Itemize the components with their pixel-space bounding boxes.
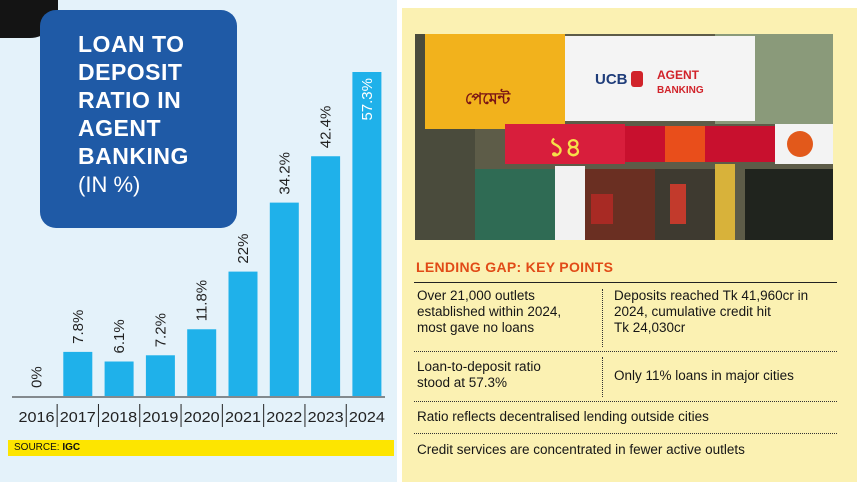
cell-line: Deposits reached Tk 41,960cr in bbox=[614, 288, 808, 304]
x-tick-2019: 2019 bbox=[142, 409, 178, 426]
cell-line: established within 2024, bbox=[417, 304, 561, 320]
data-label-2016: 0% bbox=[29, 366, 46, 388]
x-tick-2022: 2022 bbox=[266, 409, 302, 426]
bar-2020 bbox=[187, 329, 216, 396]
row2-divider bbox=[602, 357, 603, 397]
title-line: DEPOSIT bbox=[78, 58, 227, 86]
x-tick-2021: 2021 bbox=[225, 409, 261, 426]
bar-2018 bbox=[105, 362, 134, 396]
row4-cell: Credit services are concentrated in fewe… bbox=[417, 442, 745, 458]
data-label-2019: 7.2% bbox=[152, 313, 169, 347]
data-label-2017: 7.8% bbox=[70, 310, 87, 344]
agent-banking-photo: পেমেন্ট UCB AGENT BANKING ১৪ bbox=[415, 34, 833, 240]
row1-left-cell: Over 21,000 outlets established within 2… bbox=[417, 288, 561, 336]
cell-line: Over 21,000 outlets bbox=[417, 288, 561, 304]
data-label-2024: 57.3% bbox=[359, 78, 376, 121]
cell-line: most gave no loans bbox=[417, 320, 561, 336]
source-value: IGC bbox=[62, 442, 80, 453]
title-line: AGENT bbox=[78, 114, 227, 142]
table-top-rule bbox=[414, 282, 837, 283]
row3-cell: Ratio reflects decentralised lending out… bbox=[417, 409, 709, 425]
data-label-2022: 34.2% bbox=[276, 152, 293, 195]
row2-right-cell: Only 11% loans in major cities bbox=[614, 368, 794, 384]
row-separator bbox=[414, 351, 837, 352]
x-tick-2016: 2016 bbox=[19, 409, 55, 426]
x-tick-2017: 2017 bbox=[60, 409, 96, 426]
shop-sign-text: পেমেন্ট bbox=[465, 88, 512, 108]
banking-text: BANKING bbox=[657, 85, 704, 96]
title-line: RATIO IN bbox=[78, 86, 227, 114]
x-ticks-group: 2016 2017 2018 2019 2020 2021 2022 2023 2024 bbox=[19, 409, 385, 426]
title-line: LOAN TO bbox=[78, 30, 227, 58]
title-line: BANKING bbox=[78, 142, 227, 170]
source-label: SOURCE: bbox=[14, 442, 60, 453]
shop-sign-yellow bbox=[425, 34, 565, 129]
cell-line: Tk 24,030cr bbox=[614, 320, 808, 336]
row1-divider bbox=[602, 289, 603, 347]
bar-2019 bbox=[146, 355, 175, 396]
chart-title-box: LOAN TO DEPOSIT RATIO IN AGENT BANKING (… bbox=[40, 10, 237, 228]
ucb-text: UCB bbox=[595, 71, 628, 88]
source-note: SOURCE: IGC bbox=[8, 440, 394, 456]
cell-line: Loan-to-deposit ratio bbox=[417, 359, 541, 375]
x-tick-2024: 2024 bbox=[349, 409, 385, 426]
row-separator bbox=[414, 433, 837, 434]
cell-line: 2024, cumulative credit hit bbox=[614, 304, 808, 320]
row-separator bbox=[414, 401, 837, 402]
bar-2023 bbox=[311, 156, 340, 396]
data-label-2020: 11.8% bbox=[194, 280, 211, 321]
green-door bbox=[475, 169, 555, 240]
row1-right-cell: Deposits reached Tk 41,960cr in 2024, cu… bbox=[614, 288, 808, 336]
data-label-2021: 22% bbox=[235, 234, 252, 264]
promo-number: ১৪ bbox=[548, 133, 582, 163]
data-label-2018: 6.1% bbox=[111, 319, 128, 353]
title-unit: (IN %) bbox=[78, 171, 227, 199]
data-label-2023: 42.4% bbox=[318, 106, 335, 149]
agent-text: AGENT bbox=[657, 68, 700, 82]
cell-line: stood at 57.3% bbox=[417, 375, 541, 391]
bar-2017 bbox=[63, 352, 92, 396]
bar-2021 bbox=[229, 272, 258, 396]
x-tick-2020: 2020 bbox=[184, 409, 220, 426]
x-tick-2018: 2018 bbox=[101, 409, 137, 426]
x-tick-2023: 2023 bbox=[308, 409, 344, 426]
bar-2022 bbox=[270, 203, 299, 396]
row2-left-cell: Loan-to-deposit ratio stood at 57.3% bbox=[417, 359, 541, 391]
key-points-title: LENDING GAP: KEY POINTS bbox=[416, 259, 613, 275]
